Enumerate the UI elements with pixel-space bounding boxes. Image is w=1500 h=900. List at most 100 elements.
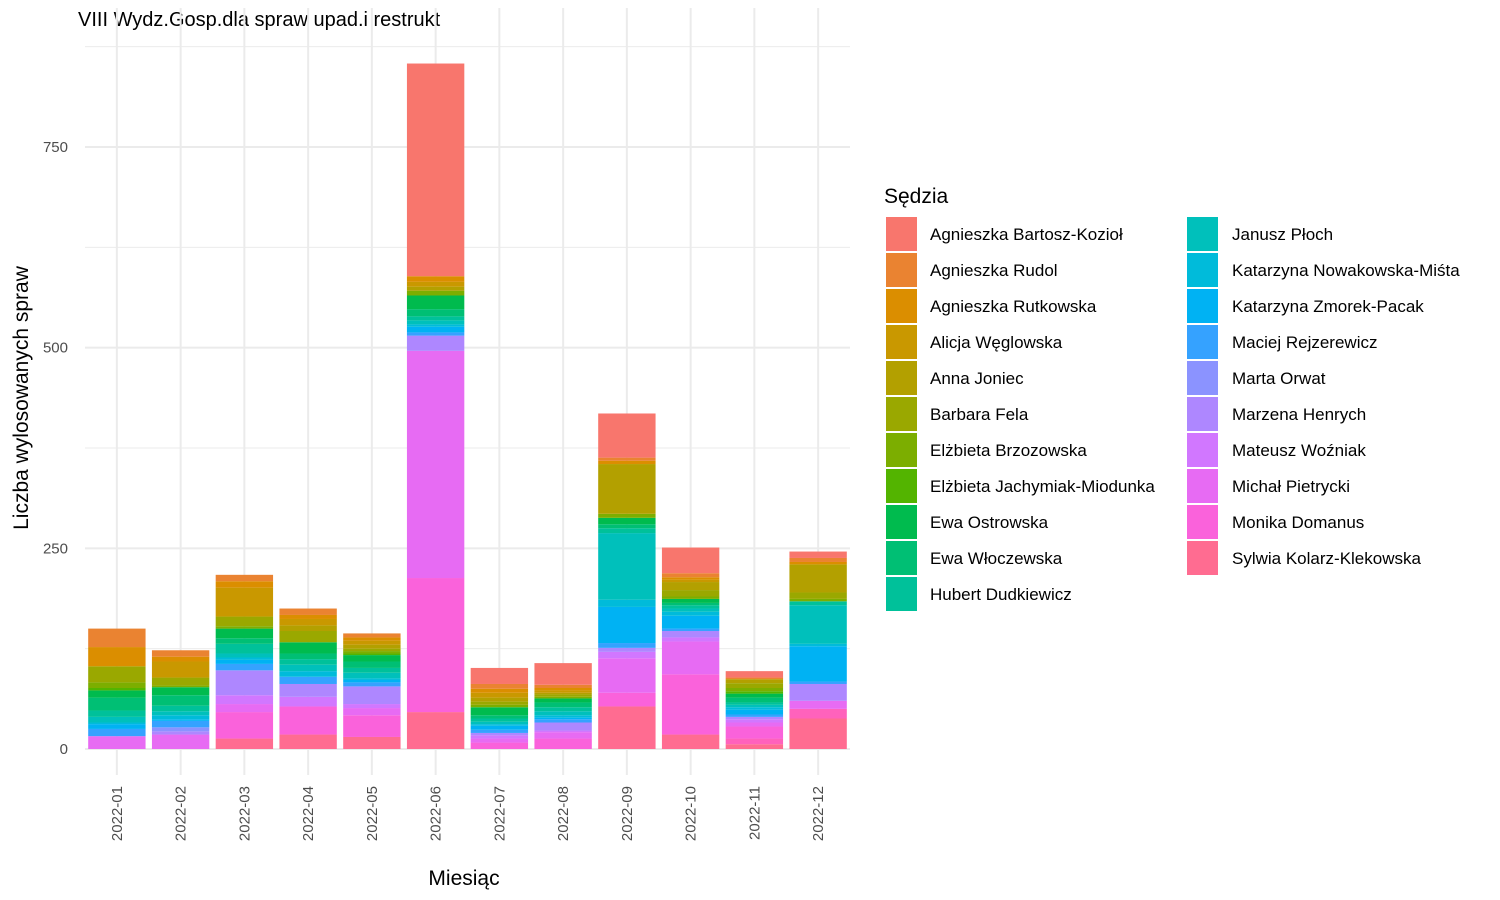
bar-segment — [661, 605, 720, 609]
bar-segment — [789, 561, 847, 565]
bar-segment — [470, 718, 529, 722]
bar-segment — [88, 724, 146, 729]
bar-segment — [661, 734, 720, 749]
bar-segment — [470, 742, 529, 749]
bar-segment — [470, 715, 529, 719]
bar-segment — [88, 628, 146, 648]
bar-segment — [534, 684, 592, 688]
bar-segment — [215, 643, 274, 654]
bar-segment — [151, 720, 210, 728]
legend-key — [1187, 289, 1218, 323]
bar-segment — [598, 460, 656, 465]
legend-label: Katarzyna Zmorek-Pacak — [1232, 297, 1424, 316]
bar-segment — [534, 732, 592, 739]
bar-segment — [534, 715, 592, 718]
bar-segment — [470, 688, 529, 693]
bar-segment — [343, 672, 401, 679]
bar-segment — [725, 671, 784, 678]
bar-segment — [406, 320, 465, 325]
bar-segment — [789, 605, 847, 644]
bar-segment — [88, 647, 146, 667]
bar-segment — [406, 290, 465, 296]
bar-segment — [470, 692, 529, 698]
bar-segment — [661, 579, 720, 583]
bar-segment — [215, 663, 274, 671]
x-tick-label: 2022-06 — [428, 786, 445, 841]
legend-key — [1187, 253, 1218, 287]
bar-segment — [534, 730, 592, 733]
bar-segment — [279, 608, 337, 615]
legend-key — [1187, 325, 1218, 359]
y-tick-label: 750 — [43, 139, 68, 156]
bar-segment — [279, 683, 337, 697]
bar-segment — [343, 708, 401, 716]
bar-segment — [598, 457, 656, 461]
bar-segment — [88, 722, 146, 725]
bar-segment — [151, 677, 210, 686]
bar-segment — [406, 63, 465, 277]
legend-label: Agnieszka Rudol — [930, 261, 1058, 280]
bar-segment — [661, 628, 720, 632]
legend-key — [886, 469, 917, 503]
bar-segment — [661, 590, 720, 597]
bar-segment — [343, 653, 401, 656]
bar-segment — [598, 706, 656, 749]
bar-segment — [343, 633, 401, 638]
bar-segment — [88, 728, 146, 737]
bar-segment — [406, 335, 465, 351]
bar-segment — [343, 651, 401, 654]
legend-label: Hubert Dudkiewicz — [930, 585, 1072, 604]
legend-key — [1187, 217, 1218, 251]
bar-segment — [725, 714, 784, 717]
bar-segment — [215, 574, 274, 582]
bar-segment — [598, 533, 656, 600]
bar-segment — [470, 735, 529, 739]
bar-segment — [661, 547, 720, 574]
legend-title: Sędzia — [884, 185, 949, 208]
bar-segment — [343, 661, 401, 668]
x-tick-label: 2022-03 — [236, 786, 253, 841]
bar-segment — [725, 679, 784, 684]
legend-key — [886, 253, 917, 287]
legend-key — [1187, 361, 1218, 395]
bar-segment — [215, 628, 274, 639]
bar-segment — [151, 661, 210, 678]
bar-segment — [789, 601, 847, 606]
bar-segment — [661, 674, 720, 735]
bar-segment — [343, 667, 401, 673]
bar-segment — [406, 350, 465, 579]
x-tick-label: 2022-09 — [619, 786, 636, 841]
bar-segment — [534, 663, 592, 685]
bar-segment — [215, 626, 274, 629]
legend-key — [1187, 433, 1218, 467]
bar-segment — [406, 332, 465, 336]
bar-segment — [406, 281, 465, 287]
bar-segment — [661, 573, 720, 578]
bar-segment — [534, 717, 592, 720]
legend-label: Ewa Włoczewska — [930, 549, 1063, 568]
bar-segment — [661, 602, 720, 606]
bar-segment — [789, 551, 847, 558]
bar-segment — [151, 727, 210, 732]
bar-segment — [343, 736, 401, 749]
bar-segment — [598, 517, 656, 525]
bar-segment — [470, 667, 529, 684]
bar-segment — [279, 614, 337, 619]
bar-segment — [789, 708, 847, 719]
bar-segment — [88, 697, 146, 711]
bar-segment — [88, 666, 146, 683]
bar-segment — [470, 721, 529, 725]
legend-label: Elżbieta Jachymiak-Miodunka — [930, 477, 1155, 496]
bar-segment — [789, 718, 847, 749]
bar-segment — [343, 704, 401, 709]
x-tick-label: 2022-02 — [173, 786, 190, 841]
bar-segment — [534, 687, 592, 691]
bar-segment — [343, 637, 401, 641]
bar-segment — [343, 682, 401, 687]
bar-segment — [215, 712, 274, 739]
bar-segment — [279, 625, 337, 632]
y-axis-title: Liczba wylosowanych spraw — [10, 265, 33, 530]
bar-segment — [598, 528, 656, 534]
bar-segment — [534, 738, 592, 749]
